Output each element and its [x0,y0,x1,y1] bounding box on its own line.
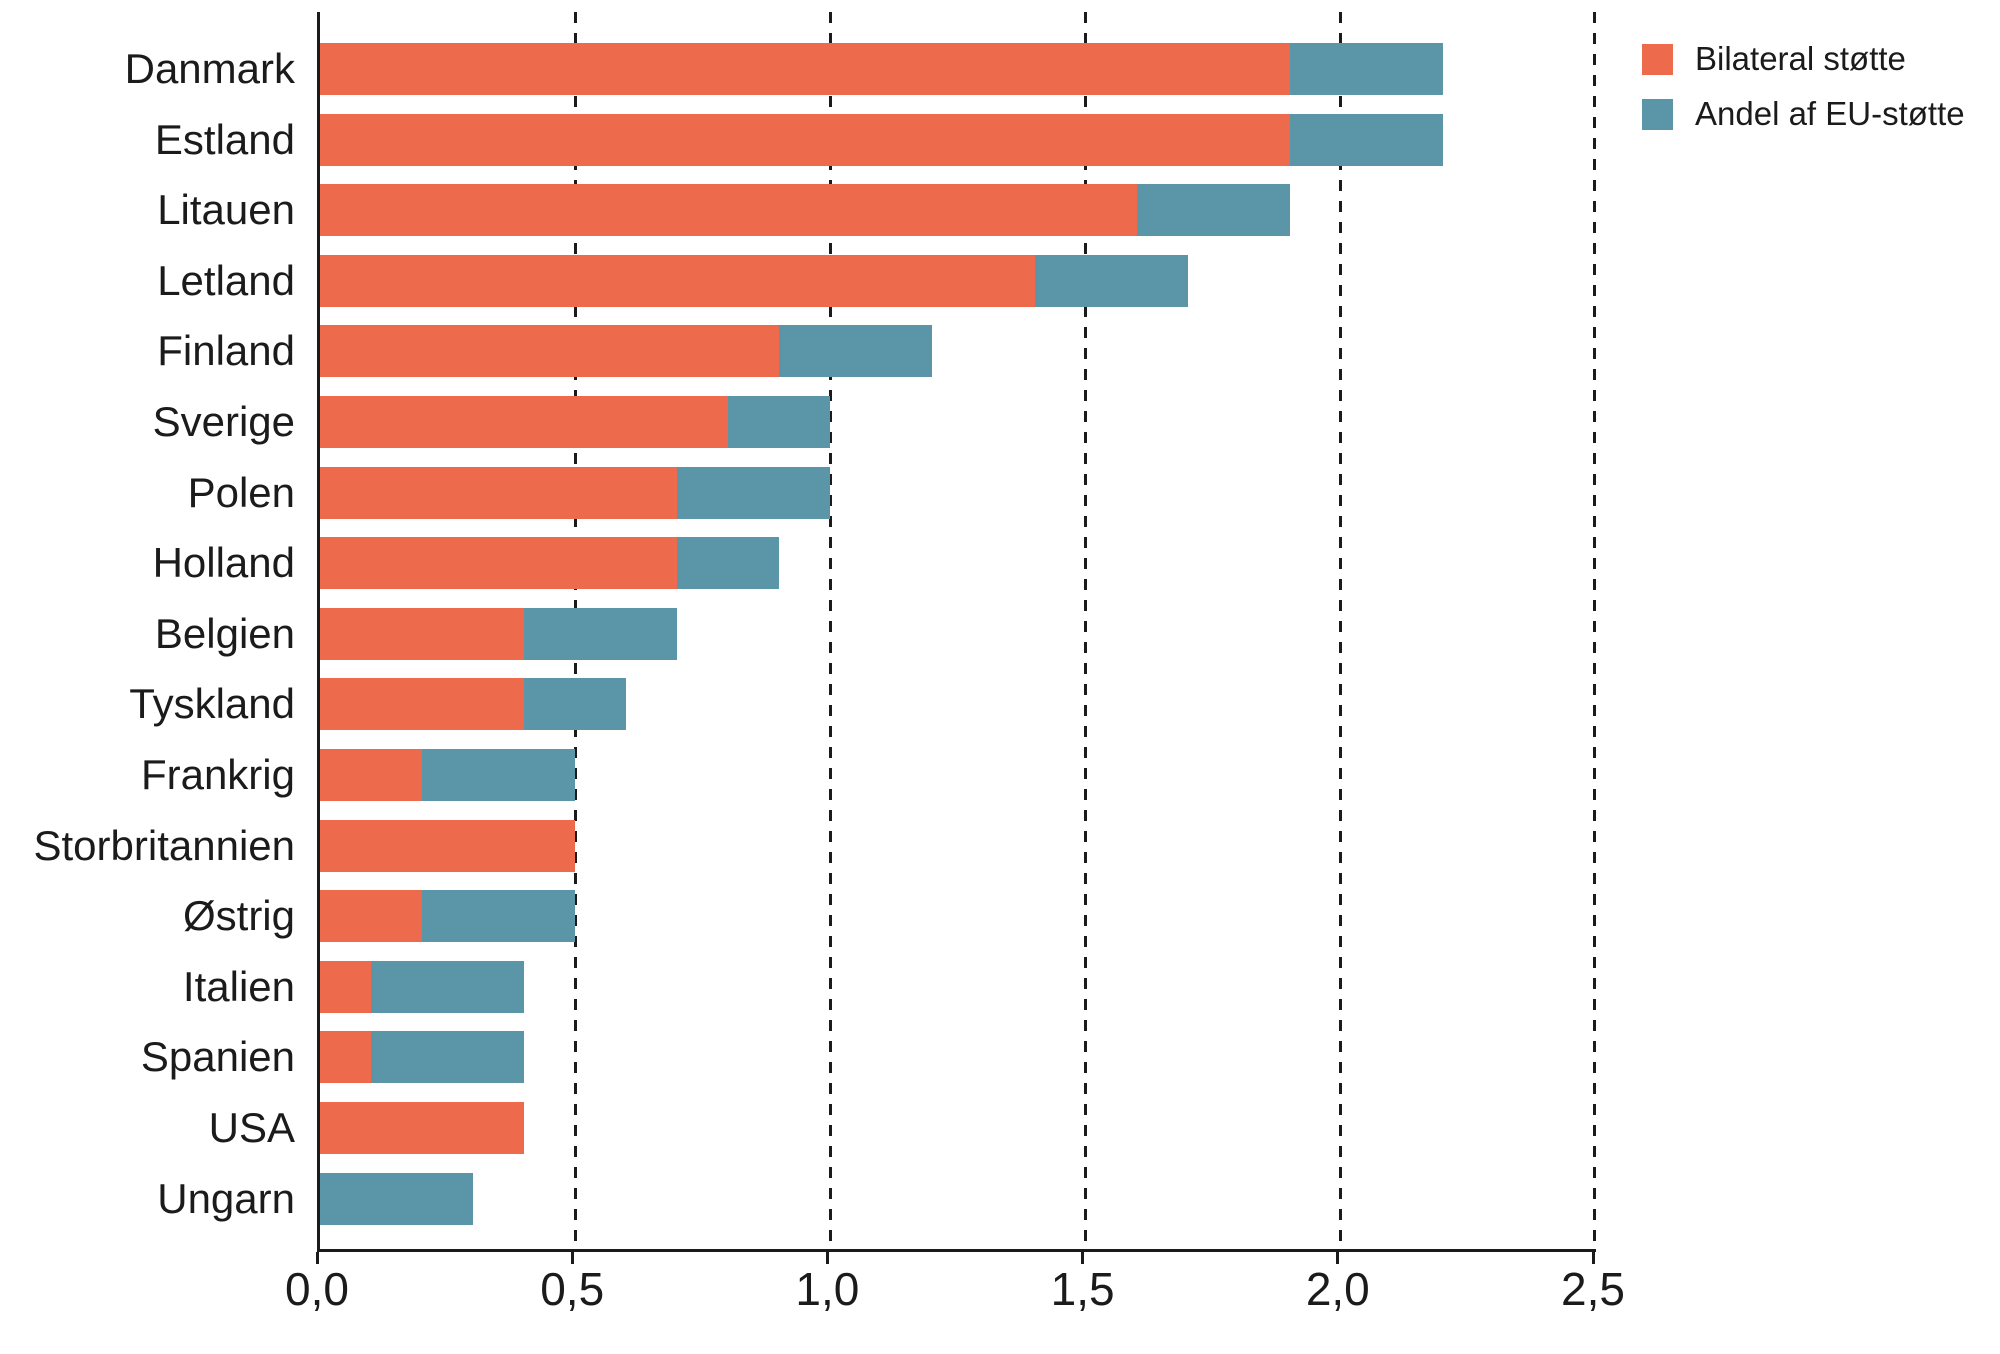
eu-share-bar-segment [1034,254,1188,307]
bilateral-bar-segment [320,890,423,943]
plot-area [317,12,1596,1252]
bar-row [320,890,576,943]
bilateral-bar-segment [320,325,780,378]
bar-row [320,43,1443,95]
bar-row [320,254,1188,307]
eu-share-bar-segment [422,890,576,943]
bilateral-bar-segment [320,749,423,801]
bar-row [320,184,1290,237]
gridline [1339,12,1343,1249]
bar-row [320,1031,525,1084]
category-label: Italien [182,962,295,1010]
x-tick-label: 2,0 [1305,1263,1370,1315]
x-tick-label: 0,0 [285,1263,349,1315]
category-label: Holland [152,539,295,587]
eu-share-bar-segment [422,749,576,801]
x-axis-tick [825,1252,829,1264]
category-label: Belgien [154,609,295,657]
bilateral-bar-segment [320,43,1290,95]
category-label: USA [208,1104,295,1151]
bar-row [320,1102,525,1154]
bar-row [320,396,831,448]
category-label: Østrig [182,892,295,940]
legend-label: Andel af EU-støtte [1695,95,1965,132]
category-label: Frankrig [140,751,295,798]
bar-row [320,466,831,519]
eu-share-bar-segment [1136,184,1290,237]
category-label: Litauen [157,186,295,234]
bar-row [320,537,780,590]
x-tick-label: 0,5 [540,1263,605,1315]
x-axis-tick [1591,1252,1595,1264]
bilateral-bar-segment [320,819,576,872]
x-axis-tick [1336,1252,1340,1264]
eu-share-bar-segment [371,1031,525,1084]
gridline [1084,12,1088,1249]
bilateral-bar-segment [320,1102,525,1154]
eu-share-bar-segment [779,325,933,378]
bilateral-legend-swatch [1642,43,1673,75]
category-label: Polen [187,468,295,516]
x-tick-label: 2,5 [1561,1263,1625,1315]
eu-share-bar-segment [728,396,831,448]
category-label: Spanien [140,1033,295,1081]
bilateral-bar-segment [320,396,729,448]
bar-row [320,960,525,1013]
bilateral-bar-segment [320,607,525,660]
bar-row [320,325,933,378]
category-label: Danmark [124,45,295,92]
eu-share-bar-segment [524,678,627,731]
category-label: Finland [157,327,295,375]
bar-row [320,113,1443,166]
x-axis-tick [570,1252,574,1264]
x-tick-label: 1,0 [795,1263,860,1315]
bilateral-bar-segment [320,254,1035,307]
category-label: Ungarn [157,1174,295,1222]
bilateral-bar-segment [320,960,372,1013]
legend-item: Bilateral støtte [1642,40,1965,78]
legend-item: Andel af EU-støtte [1642,95,1965,133]
category-label: Tyskland [129,680,295,728]
bar-row [320,678,627,731]
category-label: Sverige [152,398,295,445]
bilateral-bar-segment [320,184,1137,237]
x-axis-tick [1081,1252,1085,1264]
eu-share-bar-segment [677,466,831,519]
category-label: Estland [154,115,295,163]
bilateral-bar-segment [320,678,525,731]
eu-share-bar-segment [1289,113,1443,166]
bar-row [320,819,576,872]
bar-row [320,607,678,660]
legend-label: Bilateral støtte [1695,40,1906,77]
bar-row [320,1172,474,1225]
x-tick-label: 1,5 [1050,1263,1115,1315]
bilateral-bar-segment [320,466,678,519]
eu-share-bar-segment [371,960,525,1013]
eu-share-bar-segment [1289,43,1443,95]
category-label: Letland [157,256,295,304]
category-label: Storbritannien [33,821,296,869]
bilateral-bar-segment [320,113,1290,166]
bar-row [320,749,576,801]
x-axis-tick [315,1252,319,1264]
bilateral-bar-segment [320,537,678,590]
bilateral-bar-segment [320,1031,372,1084]
gridline [1593,12,1596,1249]
eu-share-bar-segment [677,537,780,590]
legend: Bilateral støtte Andel af EU-støtte [1642,40,1965,133]
eu-share-legend-swatch [1642,98,1673,130]
eu-share-bar-segment [524,607,678,660]
gridline [828,12,832,1249]
eu-share-bar-segment [320,1172,474,1225]
